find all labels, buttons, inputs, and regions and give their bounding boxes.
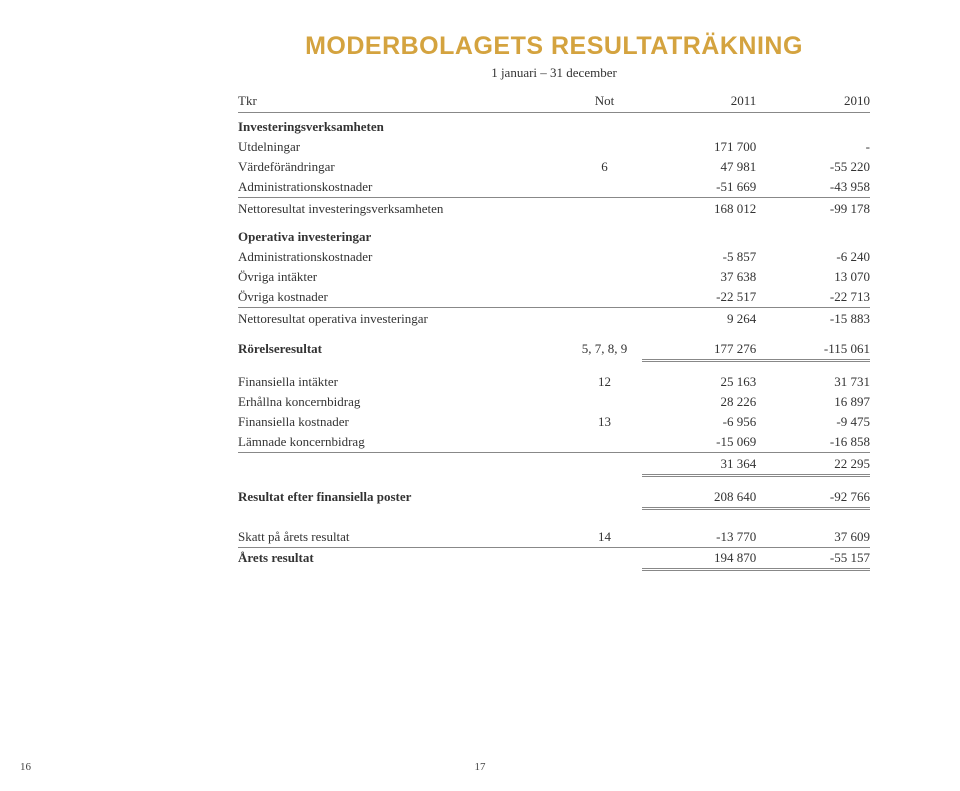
cell-2011: 37 638 [642, 267, 756, 287]
table-row: Administrationskostnader -51 669 -43 958 [238, 177, 870, 198]
section-heading: Operativa investeringar [238, 219, 870, 247]
cell-note: 5, 7, 8, 9 [567, 329, 643, 361]
cell-label: Erhållna koncernbidrag [238, 392, 567, 412]
cell-label: Årets resultat [238, 547, 567, 569]
cell-label: Lämnade koncernbidrag [238, 432, 567, 453]
table-row: Övriga intäkter 37 638 13 070 [238, 267, 870, 287]
page-number-left: 16 [20, 761, 31, 773]
cell-2010: -6 240 [756, 247, 870, 267]
cell-2010: -55 157 [756, 547, 870, 569]
cell-2011: 171 700 [642, 137, 756, 157]
cell-2010: 22 295 [756, 453, 870, 476]
section-label: Operativa investeringar [238, 219, 567, 247]
table-row: Finansiella intäkter 12 25 163 31 731 [238, 361, 870, 393]
page-number-center: 17 [475, 761, 486, 773]
cell-2010: -22 713 [756, 287, 870, 308]
cell-2010: -15 883 [756, 308, 870, 330]
cell-2011: 194 870 [642, 547, 756, 569]
cell-note [567, 287, 643, 308]
cell-label: Finansiella intäkter [238, 361, 567, 393]
cell-2010: -9 475 [756, 412, 870, 432]
cell-label: Rörelseresultat [238, 329, 567, 361]
cell-note: 13 [567, 412, 643, 432]
cell-label: Nettoresultat operativa investeringar [238, 308, 567, 330]
table-sum-row: Nettoresultat investeringsverksamheten 1… [238, 198, 870, 220]
table-sum-row: 31 364 22 295 [238, 453, 870, 476]
col-label-header: Tkr [238, 91, 567, 113]
col-2011-header: 2011 [642, 91, 756, 113]
cell-2010: -55 220 [756, 157, 870, 177]
cell-label: Nettoresultat investeringsverksamheten [238, 198, 567, 220]
cell-note: 6 [567, 157, 643, 177]
cell-2011: 177 276 [642, 329, 756, 361]
col-note-header: Not [567, 91, 643, 113]
cell-note: 14 [567, 527, 643, 548]
cell-note [567, 392, 643, 412]
cell-2011: 208 640 [642, 476, 756, 509]
cell-2011: 47 981 [642, 157, 756, 177]
cell-2011: -22 517 [642, 287, 756, 308]
cell-label: Övriga kostnader [238, 287, 567, 308]
col-2010-header: 2010 [756, 91, 870, 113]
table-grand-row: Rörelseresultat 5, 7, 8, 9 177 276 -115 … [238, 329, 870, 361]
cell-2011: 28 226 [642, 392, 756, 412]
cell-2011: -6 956 [642, 412, 756, 432]
cell-note [567, 432, 643, 453]
cell-label: Utdelningar [238, 137, 567, 157]
cell-label: Finansiella kostnader [238, 412, 567, 432]
cell-label: Skatt på årets resultat [238, 527, 567, 548]
cell-2011: -15 069 [642, 432, 756, 453]
table-header-row: Tkr Not 2011 2010 [238, 91, 870, 113]
cell-2011: -13 770 [642, 527, 756, 548]
cell-note [567, 267, 643, 287]
cell-label: Resultat efter finansiella poster [238, 476, 567, 509]
cell-2010: -43 958 [756, 177, 870, 198]
table-row: Lämnade koncernbidrag -15 069 -16 858 [238, 432, 870, 453]
cell-note [567, 137, 643, 157]
cell-label [238, 453, 567, 476]
table-sum-row: Nettoresultat operativa investeringar 9 … [238, 308, 870, 330]
table-row: Skatt på årets resultat 14 -13 770 37 60… [238, 527, 870, 548]
cell-2010: 13 070 [756, 267, 870, 287]
cell-note: 12 [567, 361, 643, 393]
cell-note [567, 177, 643, 198]
cell-note [567, 247, 643, 267]
income-statement-table: Tkr Not 2011 2010 Investeringsverksamhet… [238, 91, 870, 571]
section-heading: Investeringsverksamheten [238, 113, 870, 138]
table-row: Övriga kostnader -22 517 -22 713 [238, 287, 870, 308]
cell-2010: -99 178 [756, 198, 870, 220]
cell-label: Övriga intäkter [238, 267, 567, 287]
table-row: Erhållna koncernbidrag 28 226 16 897 [238, 392, 870, 412]
cell-2011: 25 163 [642, 361, 756, 393]
cell-2011: 168 012 [642, 198, 756, 220]
table-row: Finansiella kostnader 13 -6 956 -9 475 [238, 412, 870, 432]
cell-2011: 31 364 [642, 453, 756, 476]
cell-label: Administrationskostnader [238, 177, 567, 198]
cell-2010: -16 858 [756, 432, 870, 453]
cell-2010: 37 609 [756, 527, 870, 548]
cell-2011: 9 264 [642, 308, 756, 330]
cell-label: Värdeförändringar [238, 157, 567, 177]
cell-2010: 31 731 [756, 361, 870, 393]
cell-2010: -115 061 [756, 329, 870, 361]
table-row: Utdelningar 171 700 - [238, 137, 870, 157]
table-grand-row: Resultat efter finansiella poster 208 64… [238, 476, 870, 509]
cell-label: Administrationskostnader [238, 247, 567, 267]
table-row: Administrationskostnader -5 857 -6 240 [238, 247, 870, 267]
cell-2010: 16 897 [756, 392, 870, 412]
cell-2010: - [756, 137, 870, 157]
table-row: Värdeförändringar 6 47 981 -55 220 [238, 157, 870, 177]
cell-2011: -5 857 [642, 247, 756, 267]
cell-2010: -92 766 [756, 476, 870, 509]
section-label: Investeringsverksamheten [238, 113, 567, 138]
table-row [238, 509, 870, 527]
page-subtitle: 1 januari – 31 december [238, 65, 870, 81]
table-grand-row: Årets resultat 194 870 -55 157 [238, 547, 870, 569]
page-title: MODERBOLAGETS RESULTATRÄKNING [238, 32, 870, 61]
cell-2011: -51 669 [642, 177, 756, 198]
